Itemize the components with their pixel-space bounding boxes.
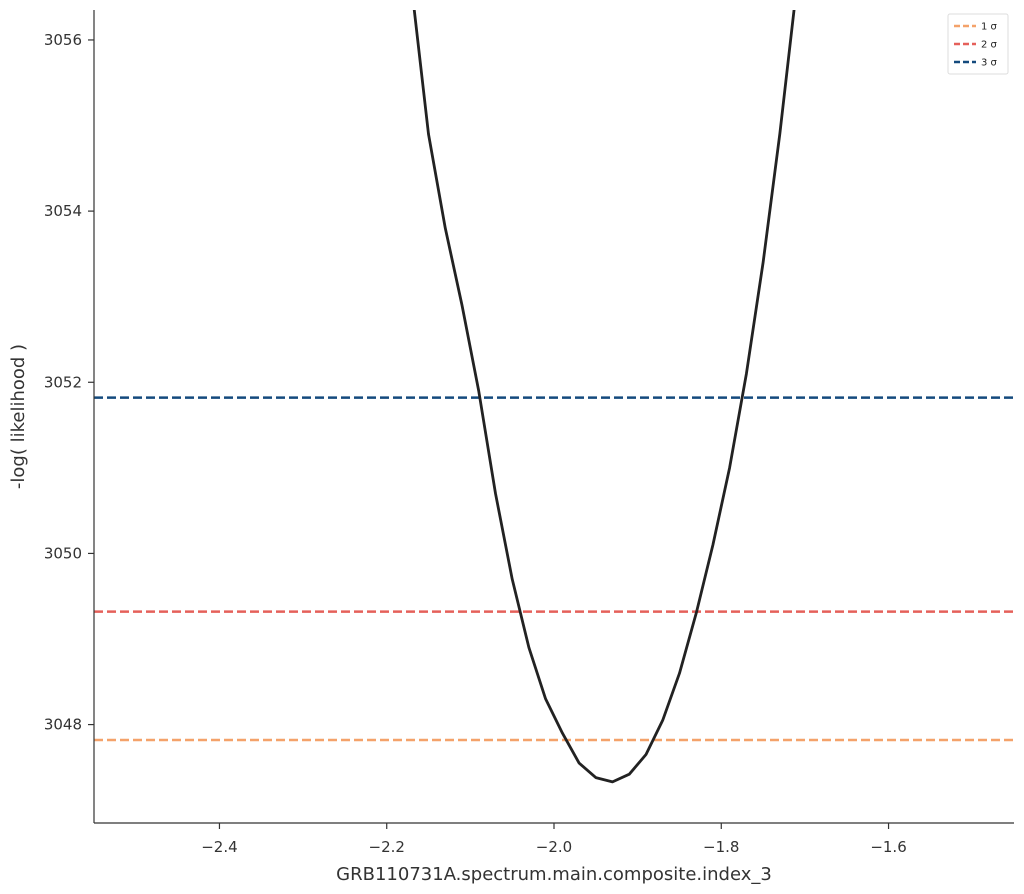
legend-label: 1 σ	[981, 22, 998, 33]
x-tick-label: −2.4	[201, 838, 237, 856]
legend-label: 3 σ	[981, 58, 998, 69]
legend-label: 2 σ	[981, 40, 998, 51]
y-tick-label: 3052	[44, 373, 82, 391]
x-tick-label: −1.8	[703, 838, 739, 856]
legend-frame	[947, 13, 1009, 75]
axes	[93, 10, 1014, 824]
x-tick-label: −2.2	[369, 838, 405, 856]
y-tick-label: 3050	[44, 544, 82, 562]
y-axis-title: -log( likelihood )	[8, 344, 29, 489]
x-axis-title: GRB110731A.spectrum.main.composite.index…	[336, 864, 772, 885]
likelihood-curve	[412, 10, 796, 784]
legend: 1 σ 2 σ 3 σ	[947, 13, 1009, 75]
y-tick-label: 3048	[44, 716, 82, 734]
y-tick-label: 3054	[44, 202, 82, 220]
plot-lines	[94, 10, 1014, 784]
ticks: −2.4 −2.2 −2.0 −1.8 −1.6 3048 3050 3052 3054 3056	[44, 31, 907, 856]
y-tick-label: 3056	[44, 31, 82, 49]
x-tick-label: −1.6	[870, 838, 906, 856]
x-tick-label: −2.0	[536, 838, 572, 856]
